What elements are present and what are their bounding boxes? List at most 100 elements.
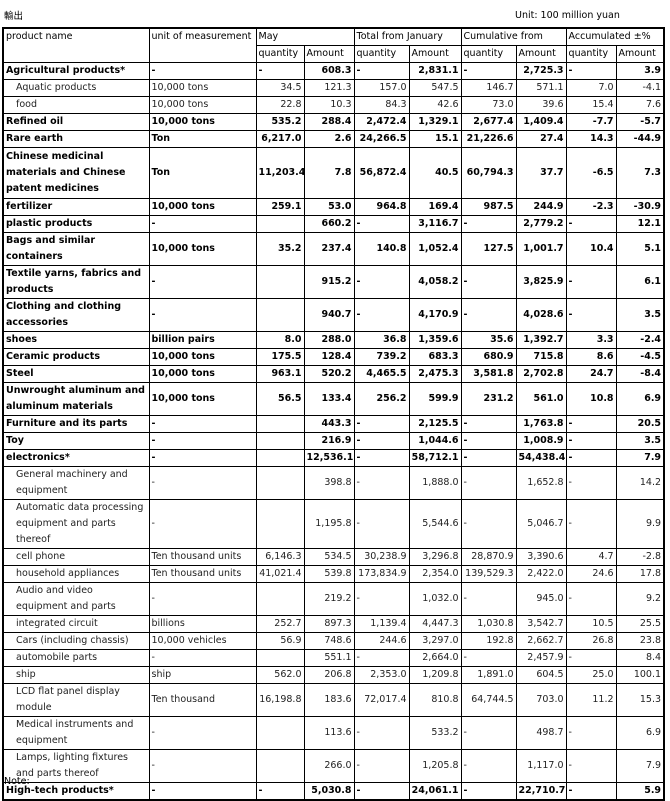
value-cell: 1,888.0 [408,466,462,500]
value-cell: 127.5 [460,232,517,266]
value-cell: 1,117.0 [515,749,567,783]
value-cell: 20.5 [615,415,665,433]
value-cell: 10.8 [565,382,617,416]
value-cell: 54,438.4 [515,449,567,467]
value-cell: 2,664.0 [408,649,462,667]
value-cell: 533.2 [408,716,462,750]
table-row: Textile yarns, fabrics and products -915.… [2,265,665,299]
value-cell: 12.1 [615,215,665,233]
unit-cell: Ton [148,147,257,199]
value-cell [255,432,305,450]
value-cell: 599.9 [408,382,462,416]
value-cell: 23.8 [615,632,665,650]
unit-cell: - [148,265,257,299]
table-row: electronics* -12,536.1-58,712.1-54,438.4-… [2,449,665,467]
product-name: Lamps, lighting fixtures and parts there… [2,749,150,783]
value-cell: 551.1 [303,649,355,667]
unit-cell: 10,000 tons [148,79,257,97]
unit-cell: - [148,649,257,667]
value-cell: - [565,432,617,450]
value-cell: 206.8 [303,666,355,684]
value-cell: -7.7 [565,113,617,131]
value-cell: 3,390.6 [515,548,567,566]
product-name: General machinery and equipment [2,466,150,500]
table-row: Automatic data processing equipment and … [2,499,665,549]
value-cell: - [565,265,617,299]
value-cell: 4,447.3 [408,615,462,633]
value-cell: 1,359.6 [408,331,462,349]
value-cell: 7.9 [615,749,665,783]
value-cell: 3,581.8 [460,365,517,383]
value-cell: - [460,649,517,667]
value-cell: 16,198.8 [255,683,305,717]
column-subheader: Amount [408,45,462,63]
table-row: Agricultural products* - -608.3-2,831.1-2,… [2,62,665,80]
table-row: fertilizer 10,000 tons 259.1 53.0 964.8 169.4… [2,198,665,216]
value-cell: 1,205.8 [408,749,462,783]
value-cell: - [565,716,617,750]
value-cell: 27.4 [515,130,567,148]
value-cell: 34.5 [255,79,305,97]
value-cell: -44.9 [615,130,665,148]
table-row: LCD flat panel display module Ten thousan… [2,683,665,717]
product-name: Unwrought aluminum and aluminum material… [2,382,150,416]
unit-cell: billions [148,615,257,633]
value-cell: 1,139.4 [353,615,410,633]
value-cell: 35.2 [255,232,305,266]
value-cell: 6,217.0 [255,130,305,148]
value-cell: 6,146.3 [255,548,305,566]
value-cell: 2,475.3 [408,365,462,383]
column-header: Cumulative from [460,27,567,46]
value-cell: - [460,466,517,500]
value-cell: 964.8 [353,198,410,216]
value-cell: - [353,499,410,549]
note: Note: [4,776,30,787]
page: 輸出 Unit: 100 million yuan product name un… [2,10,666,801]
value-cell: 604.5 [515,666,567,684]
value-cell: 963.1 [255,365,305,383]
value-cell: - [565,782,617,801]
unit-cell: 10,000 tons [148,232,257,266]
value-cell: 2.6 [303,130,355,148]
value-cell: 1,030.8 [460,615,517,633]
value-cell: -5.7 [615,113,665,131]
value-cell: - [353,432,410,450]
value-cell: 133.4 [303,382,355,416]
value-cell: 288.4 [303,113,355,131]
value-cell: 915.2 [303,265,355,299]
value-cell: 35.6 [460,331,517,349]
value-cell: 14.2 [615,466,665,500]
value-cell: - [565,466,617,500]
product-name: Refined oil [2,113,150,131]
unit-cell: Ten thousand [148,683,257,717]
table-row: Medical instruments and equipment -113.6-… [2,716,665,750]
value-cell: 22,710.7 [515,782,567,801]
value-cell: 11.2 [565,683,617,717]
value-cell [255,466,305,500]
product-name: integrated circuit [2,615,150,633]
value-cell: -2.8 [615,548,665,566]
subheader-row: quantity Amount quantity Amount quantity Amou… [3,45,665,63]
value-cell: - [353,298,410,332]
table-row: Aquatic products 10,000 tons 34.5 121.3 157.… [2,79,665,97]
value-cell: 113.6 [303,716,355,750]
value-cell: -2.4 [615,331,665,349]
value-cell: 4,058.2 [408,265,462,299]
value-cell: - [353,415,410,433]
value-cell: 945.0 [515,582,567,616]
product-name: Aquatic products [2,79,150,97]
unit-cell: - [148,499,257,549]
product-name: household appliances [2,565,150,583]
value-cell: - [353,62,410,80]
value-cell: 520.2 [303,365,355,383]
value-cell: 21,226.6 [460,130,517,148]
value-cell: 37.7 [515,147,567,199]
unit-cell: 10,000 tons [148,198,257,216]
value-cell: 288.0 [303,331,355,349]
value-cell: 547.5 [408,79,462,97]
value-cell: - [565,499,617,549]
table-row: Rare earth Ton 6,217.0 2.6 24,266.5 15.1 21,22… [2,130,665,148]
product-name: Chinese medicinal materials and Chinese … [2,147,150,199]
table-row: Furniture and its parts -443.3-2,125.5-1,… [2,415,665,433]
value-cell: 1,044.6 [408,432,462,450]
